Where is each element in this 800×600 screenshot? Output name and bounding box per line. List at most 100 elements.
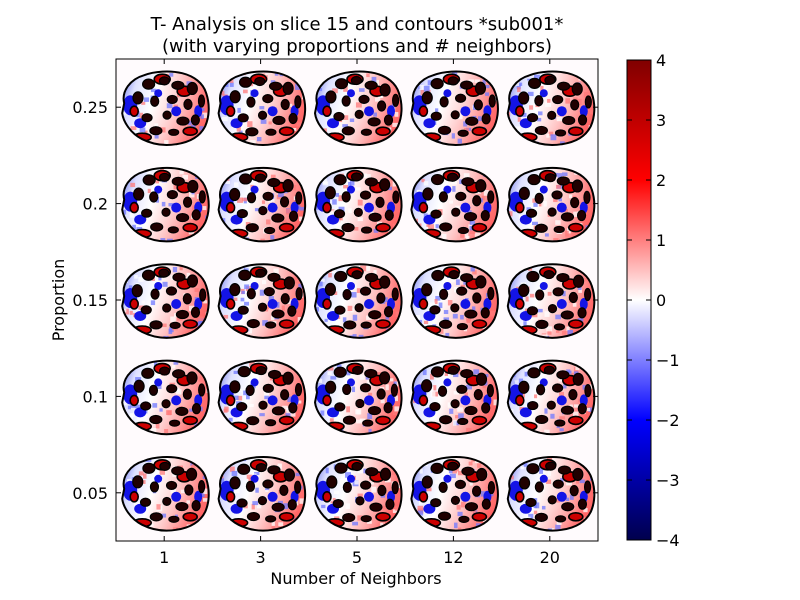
speckle xyxy=(532,221,538,226)
speckle xyxy=(270,174,276,178)
contour-island xyxy=(236,402,248,412)
contour-island xyxy=(265,321,277,329)
x-tick-label: 3 xyxy=(256,548,266,567)
speckle xyxy=(483,190,489,196)
speckle xyxy=(338,195,344,202)
contour-island xyxy=(431,269,445,282)
speckle xyxy=(477,463,482,468)
negative-cluster xyxy=(327,311,339,321)
contour-island xyxy=(149,481,160,493)
speckle xyxy=(369,480,374,485)
speckle xyxy=(330,497,336,504)
speckle xyxy=(417,509,424,516)
positive-cluster xyxy=(322,394,332,407)
brain-outline-contour xyxy=(506,263,596,339)
contour-island xyxy=(577,403,587,415)
speckle xyxy=(423,320,429,324)
speckle xyxy=(415,315,421,321)
contour-island xyxy=(333,366,347,378)
speckle xyxy=(569,194,573,199)
speckle xyxy=(428,224,435,230)
speckle xyxy=(355,187,361,191)
speckle xyxy=(573,211,579,217)
positive-cluster xyxy=(278,319,295,329)
contour-island xyxy=(526,270,540,283)
contour-island xyxy=(455,191,467,201)
contour-island xyxy=(334,78,349,90)
contour-island xyxy=(526,113,539,123)
speckle xyxy=(156,384,162,390)
speckle xyxy=(237,107,241,113)
contour-island xyxy=(368,310,382,320)
contour-island xyxy=(457,417,469,426)
contour-island xyxy=(149,414,163,425)
contour-island xyxy=(295,191,303,205)
speckle xyxy=(316,378,323,383)
contour-island xyxy=(572,467,584,482)
speckle xyxy=(556,116,563,122)
speckle xyxy=(283,503,289,510)
contour-island xyxy=(534,512,548,522)
speckle xyxy=(469,482,473,486)
contour-island xyxy=(245,127,259,137)
contour-island xyxy=(255,365,267,376)
y-tick-label: 0.25 xyxy=(72,98,108,117)
contour-island xyxy=(141,113,153,123)
negative-cluster xyxy=(364,491,374,502)
positive-cluster xyxy=(567,319,584,329)
contour-island xyxy=(341,95,351,107)
contour-island xyxy=(584,95,592,109)
speckle xyxy=(319,278,325,282)
chart-subtitle: (with varying proportions and # neighbor… xyxy=(161,36,553,57)
contour-island xyxy=(430,111,442,121)
negative-cluster xyxy=(579,105,588,118)
speckle xyxy=(435,108,439,114)
speckle xyxy=(271,525,276,531)
contour-island xyxy=(450,110,460,120)
speckle xyxy=(371,486,377,493)
brain-slice-panel xyxy=(313,70,403,146)
positive-cluster xyxy=(225,394,236,407)
speckle xyxy=(246,394,250,400)
contour-island xyxy=(365,467,379,477)
speckle xyxy=(224,406,229,412)
speckle xyxy=(260,238,265,242)
speckle xyxy=(567,330,573,335)
contour-island xyxy=(165,286,178,296)
speckle xyxy=(474,232,481,237)
speckle xyxy=(566,480,572,486)
speckle xyxy=(417,505,424,511)
contour-island xyxy=(379,467,392,481)
contour-island xyxy=(150,95,160,107)
contour-island xyxy=(570,99,580,111)
contour-island xyxy=(158,268,170,278)
speckle xyxy=(455,415,459,419)
panels-group xyxy=(121,70,596,532)
speckle xyxy=(527,91,534,97)
contour-island xyxy=(279,196,290,208)
contour-island xyxy=(430,498,442,508)
speckle xyxy=(547,291,552,296)
speckle xyxy=(394,406,400,412)
contour-island xyxy=(171,80,185,90)
contour-island xyxy=(264,419,277,427)
contour-island xyxy=(384,209,394,221)
contour-island xyxy=(527,367,541,379)
contour-island xyxy=(237,463,251,475)
negative-cluster xyxy=(290,201,299,214)
speckle xyxy=(233,395,239,401)
speckle xyxy=(528,513,534,519)
speckle xyxy=(231,470,238,477)
contour-island xyxy=(175,212,190,223)
speckle xyxy=(259,413,265,417)
positive-cluster xyxy=(182,222,198,233)
speckle xyxy=(299,498,305,504)
speckle xyxy=(256,136,262,142)
speckle xyxy=(150,88,157,93)
speckle xyxy=(289,411,296,417)
contour-island xyxy=(131,284,143,298)
contour-island xyxy=(271,213,285,223)
contour-island xyxy=(267,465,281,475)
positive-cluster xyxy=(375,415,391,426)
speckle xyxy=(129,310,133,315)
